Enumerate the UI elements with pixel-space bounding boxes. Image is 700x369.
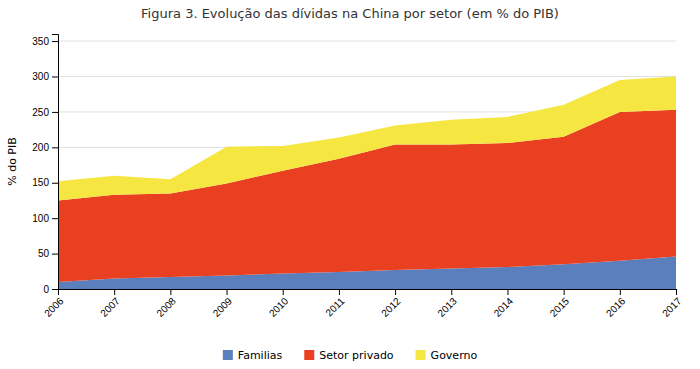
tick-label: 2013	[435, 295, 459, 319]
tick-label: 0	[43, 284, 49, 295]
tick-label: 2017	[660, 295, 684, 319]
tick-label: 2007	[98, 295, 122, 319]
legend-item: Setor privado	[304, 349, 394, 362]
tick: 2013	[435, 289, 459, 319]
chart: Figura 3. Evolução das dívidas na China …	[0, 0, 700, 369]
tick: 350	[32, 36, 58, 47]
tick-label: 50	[38, 248, 50, 259]
tick-mark	[676, 289, 677, 295]
tick-mark	[52, 112, 58, 113]
tick: 2014	[492, 289, 516, 319]
tick-label: 100	[32, 213, 49, 224]
grid-line	[58, 76, 676, 77]
tick-mark	[339, 289, 340, 295]
tick-mark	[507, 289, 508, 295]
tick-mark	[564, 289, 565, 295]
tick: 2009	[211, 289, 235, 319]
tick: 100	[32, 213, 58, 224]
axis-line	[59, 290, 677, 296]
tick-label: 2012	[379, 295, 403, 319]
tick: 200	[32, 142, 58, 153]
tick: 50	[38, 248, 58, 259]
tick: 2011	[323, 289, 346, 318]
legend-swatch	[416, 350, 426, 360]
tick-label: 2008	[154, 295, 178, 319]
tick-mark	[52, 218, 58, 219]
tick-label: 2006	[42, 295, 66, 319]
tick-label: 250	[32, 107, 49, 118]
tick: 2017	[660, 289, 684, 319]
tick-label: 2009	[211, 295, 235, 319]
plot: 2006 2007 2008 2009 2010 2011 2012 2013 2014 2015…	[32, 35, 684, 319]
tick-label: 300	[32, 71, 49, 82]
legend: Familias Setor privado Governo	[223, 349, 478, 362]
tick: 0	[43, 284, 58, 295]
tick-label: 2010	[267, 295, 291, 319]
tick-mark	[52, 41, 58, 42]
tick-mark	[52, 289, 58, 290]
tick-mark	[52, 147, 58, 148]
legend-item: Familias	[223, 349, 283, 362]
tick-mark	[52, 77, 58, 78]
grid	[58, 41, 676, 289]
legend-swatch	[223, 350, 233, 360]
tick-mark	[227, 289, 228, 295]
title: Figura 3. Evolução das dívidas na China …	[141, 6, 559, 21]
areas	[58, 77, 676, 290]
area	[58, 77, 676, 201]
y-axis: 0 50 100 150 200 250 300 350	[32, 35, 58, 295]
legend-label: Familias	[238, 349, 283, 362]
tick: 2015	[548, 289, 572, 319]
tick-mark	[620, 289, 621, 295]
tick-mark	[451, 289, 452, 295]
tick-label: 200	[32, 142, 49, 153]
tick-label: 2015	[548, 295, 572, 319]
tick: 250	[32, 107, 58, 118]
tick-mark	[114, 289, 115, 295]
tick: 2012	[379, 289, 403, 319]
y-axis-title: % do PIB	[6, 137, 19, 186]
tick: 300	[32, 71, 58, 82]
grid-line	[58, 41, 676, 42]
tick-label: 2014	[492, 295, 516, 319]
tick: 2008	[154, 289, 178, 319]
axis-line	[52, 35, 59, 290]
legend-label: Governo	[431, 349, 478, 362]
tick-label: 150	[32, 177, 49, 188]
tick-mark	[52, 183, 58, 184]
tick-mark	[170, 289, 171, 295]
legend-item: Governo	[416, 349, 478, 362]
tick-mark	[283, 289, 284, 295]
tick-label: 2016	[604, 295, 628, 319]
tick: 150	[32, 177, 58, 188]
tick-label: 350	[32, 36, 49, 47]
tick-mark	[395, 289, 396, 295]
tick-label: 2011	[323, 295, 346, 318]
tick: 2007	[98, 289, 122, 319]
x-axis: 2006 2007 2008 2009 2010 2011 2012 2013 2014 2015…	[42, 289, 684, 319]
legend-swatch	[304, 350, 314, 360]
tick: 2010	[267, 289, 291, 319]
tick-mark	[52, 254, 58, 255]
tick: 2016	[604, 289, 628, 319]
legend-label: Setor privado	[319, 349, 394, 362]
